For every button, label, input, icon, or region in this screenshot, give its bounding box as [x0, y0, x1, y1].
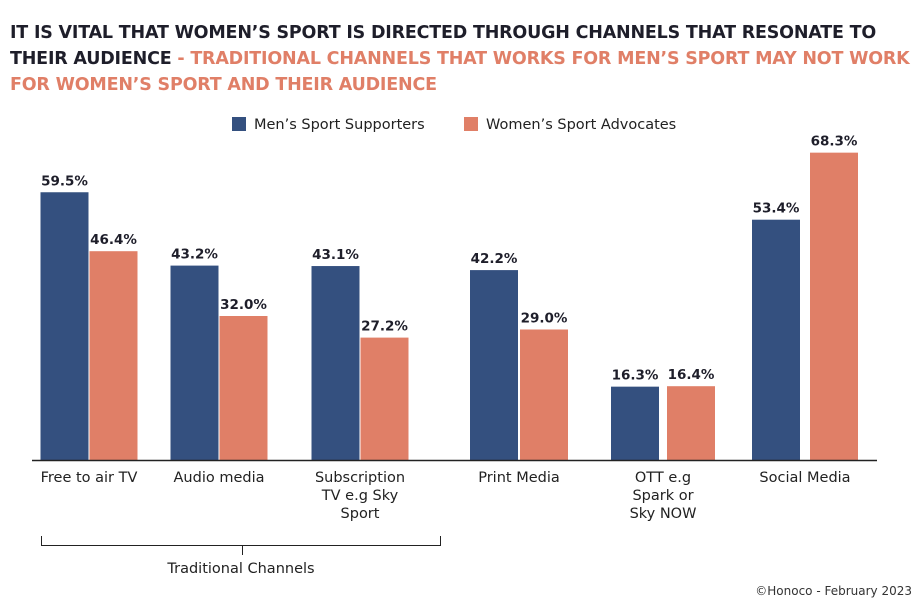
category-label-1-line-1: Free to air TV	[41, 470, 138, 486]
category-label-5-line-2: Spark or	[632, 488, 693, 504]
legend-label-2: Women’s Sport Advocates	[486, 117, 676, 133]
category-label-3-line-3: Sport	[341, 506, 380, 522]
bar-s1-c5	[611, 386, 659, 460]
value-label-s2-c4: 29.0%	[521, 311, 568, 327]
bar-s1-c6	[752, 219, 800, 460]
chart-title: IT IS VITAL THAT WOMEN’S SPORT IS DIRECT…	[10, 20, 910, 98]
value-label-s2-c5: 16.4%	[668, 367, 715, 383]
bar-s2-c3	[360, 337, 409, 460]
value-label-s1-c2: 43.2%	[171, 247, 218, 263]
category-label-2-line-1: Audio media	[174, 470, 265, 486]
bar-s2-c2	[219, 316, 268, 460]
copyright-footer: ©Honoco - February 2023	[755, 584, 912, 598]
legend-label-1: Men’s Sport Supporters	[254, 117, 425, 133]
category-label-4-line-1: Print Media	[478, 470, 560, 486]
value-label-s1-c6: 53.4%	[753, 201, 800, 217]
category-label-3-line-2: TV e.g Sky	[321, 488, 399, 504]
bar-s1-c1	[40, 192, 89, 460]
value-label-s2-c2: 32.0%	[220, 297, 267, 313]
value-label-s1-c5: 16.3%	[612, 368, 659, 384]
value-label-s1-c1: 59.5%	[41, 173, 88, 189]
bar-s2-c6	[810, 152, 858, 460]
category-label-5-line-3: Sky NOW	[630, 506, 697, 522]
bar-s1-c2	[170, 265, 219, 460]
legend-swatch-1	[232, 117, 246, 131]
bar-s2-c4	[520, 329, 568, 460]
bar-s2-c5	[667, 386, 715, 460]
bar-s2-c1	[89, 251, 138, 460]
category-label-6-line-1: Social Media	[759, 470, 850, 486]
value-label-s1-c3: 43.1%	[312, 247, 359, 263]
group-label: Traditional Channels	[166, 561, 314, 577]
category-label-5-line-1: OTT e.g	[635, 470, 691, 486]
legend-swatch-2	[464, 117, 478, 131]
value-label-s2-c1: 46.4%	[90, 232, 137, 248]
group-bracket	[41, 536, 441, 555]
value-label-s2-c6: 68.3%	[811, 134, 858, 150]
value-label-s1-c4: 42.2%	[471, 251, 518, 267]
title-main: IT IS VITAL THAT WOMEN’S SPORT IS DIRECT…	[10, 23, 877, 69]
bar-s1-c4	[470, 270, 518, 460]
bar-s1-c3	[311, 266, 360, 460]
category-label-3-line-1: Subscription	[315, 470, 405, 486]
title-subtitle: - TRADITIONAL CHANNELS THAT WORKS FOR ME…	[10, 49, 910, 95]
value-label-s2-c3: 27.2%	[361, 319, 408, 335]
